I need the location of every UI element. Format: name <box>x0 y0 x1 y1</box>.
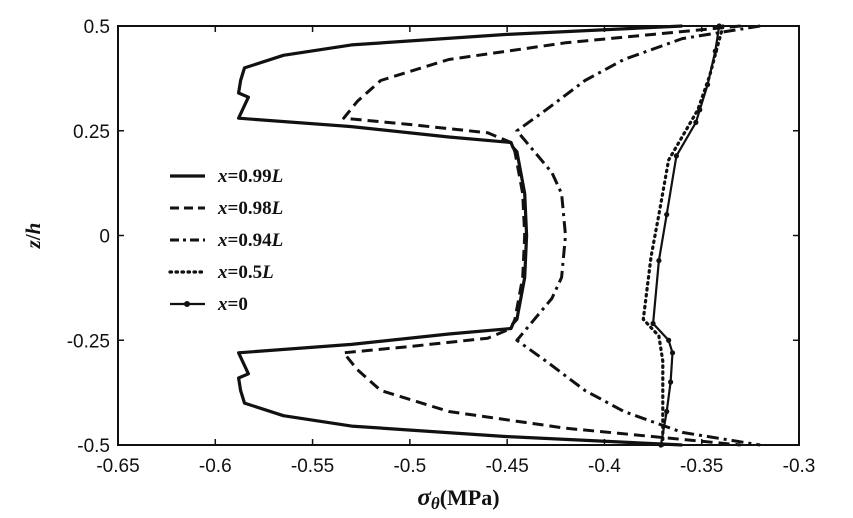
series-layer <box>237 23 761 448</box>
x-tick-label: -0.6 <box>199 456 232 477</box>
legend-text-part: =0 <box>228 294 248 315</box>
x-tick-label: -0.45 <box>485 456 528 477</box>
y-axis-numerator: z <box>21 239 45 249</box>
legend-label-3: x=0.94L <box>217 230 283 251</box>
ticks-layer: -0.65 -0.6 -0.55 -0.5 -0.45 -0.4 -0.35 -0.3 -0.5… <box>67 17 816 477</box>
legend-text-part: x <box>217 262 228 283</box>
series-5-point <box>667 379 674 385</box>
series-5-point <box>704 82 711 88</box>
series-line-5 <box>652 25 721 446</box>
legend-text-part: x <box>217 166 228 187</box>
legend-text-part: x <box>217 294 228 315</box>
legend-text-part: x <box>217 198 228 219</box>
x-tick-label: -0.3 <box>783 456 816 477</box>
legend-text-part: L <box>261 262 274 283</box>
series-5-point <box>712 48 718 54</box>
legend-text-part: L <box>271 230 284 251</box>
y-tick-label: -0.5 <box>77 436 110 457</box>
y-axis-denominator: h <box>21 223 45 235</box>
series-line-3 <box>515 24 761 447</box>
legend-marker <box>184 301 190 307</box>
x-axis-subscript: θ <box>431 494 440 513</box>
series-5-point <box>673 153 680 159</box>
x-axis-unit: (MPa) <box>440 485 500 510</box>
series-5-point <box>697 107 703 113</box>
legend-text-part: =0.5 <box>228 262 263 283</box>
series-5-point <box>666 337 672 343</box>
y-tick-label: -0.25 <box>67 331 110 352</box>
x-tick-label: -0.65 <box>96 456 139 477</box>
legend-label-5: x=0 <box>217 294 248 315</box>
y-tick-label: 0 <box>99 227 110 248</box>
legend-text-part: =0.99 <box>228 166 272 187</box>
y-axis-title: z/h <box>21 223 45 250</box>
legend-text-part: L <box>271 198 284 219</box>
legend-label-1: x=0.99L <box>217 166 283 187</box>
legend-text-part: =0.94 <box>228 230 273 251</box>
legend-text-part: L <box>271 166 284 187</box>
series-5-point <box>693 119 699 125</box>
x-tick-label: -0.5 <box>393 456 426 477</box>
series-5-point <box>650 320 656 327</box>
legend-label-2: x=0.98L <box>217 198 283 219</box>
y-tick-label: 0.5 <box>84 17 110 38</box>
legend-text-part: x <box>217 230 228 251</box>
x-tick-label: -0.55 <box>291 456 334 477</box>
series-line-2 <box>342 24 741 447</box>
series-5-point <box>664 211 670 218</box>
series-line-1 <box>237 24 683 447</box>
series-5-point <box>656 258 662 264</box>
series-line-4 <box>641 24 725 447</box>
y-axis-separator: / <box>21 233 45 241</box>
legend-text-part: =0.98 <box>228 198 272 219</box>
series-5-point <box>664 408 670 415</box>
x-axis-symbol: σ <box>417 484 432 511</box>
x-tick-label: -0.4 <box>588 456 621 477</box>
x-axis-title: σθ(MPa) <box>417 484 499 513</box>
y-tick-label: 0.25 <box>73 122 110 143</box>
x-tick-label: -0.35 <box>680 456 723 477</box>
legend-label-4: x=0.5L <box>217 262 274 283</box>
series-5-point <box>669 350 676 356</box>
